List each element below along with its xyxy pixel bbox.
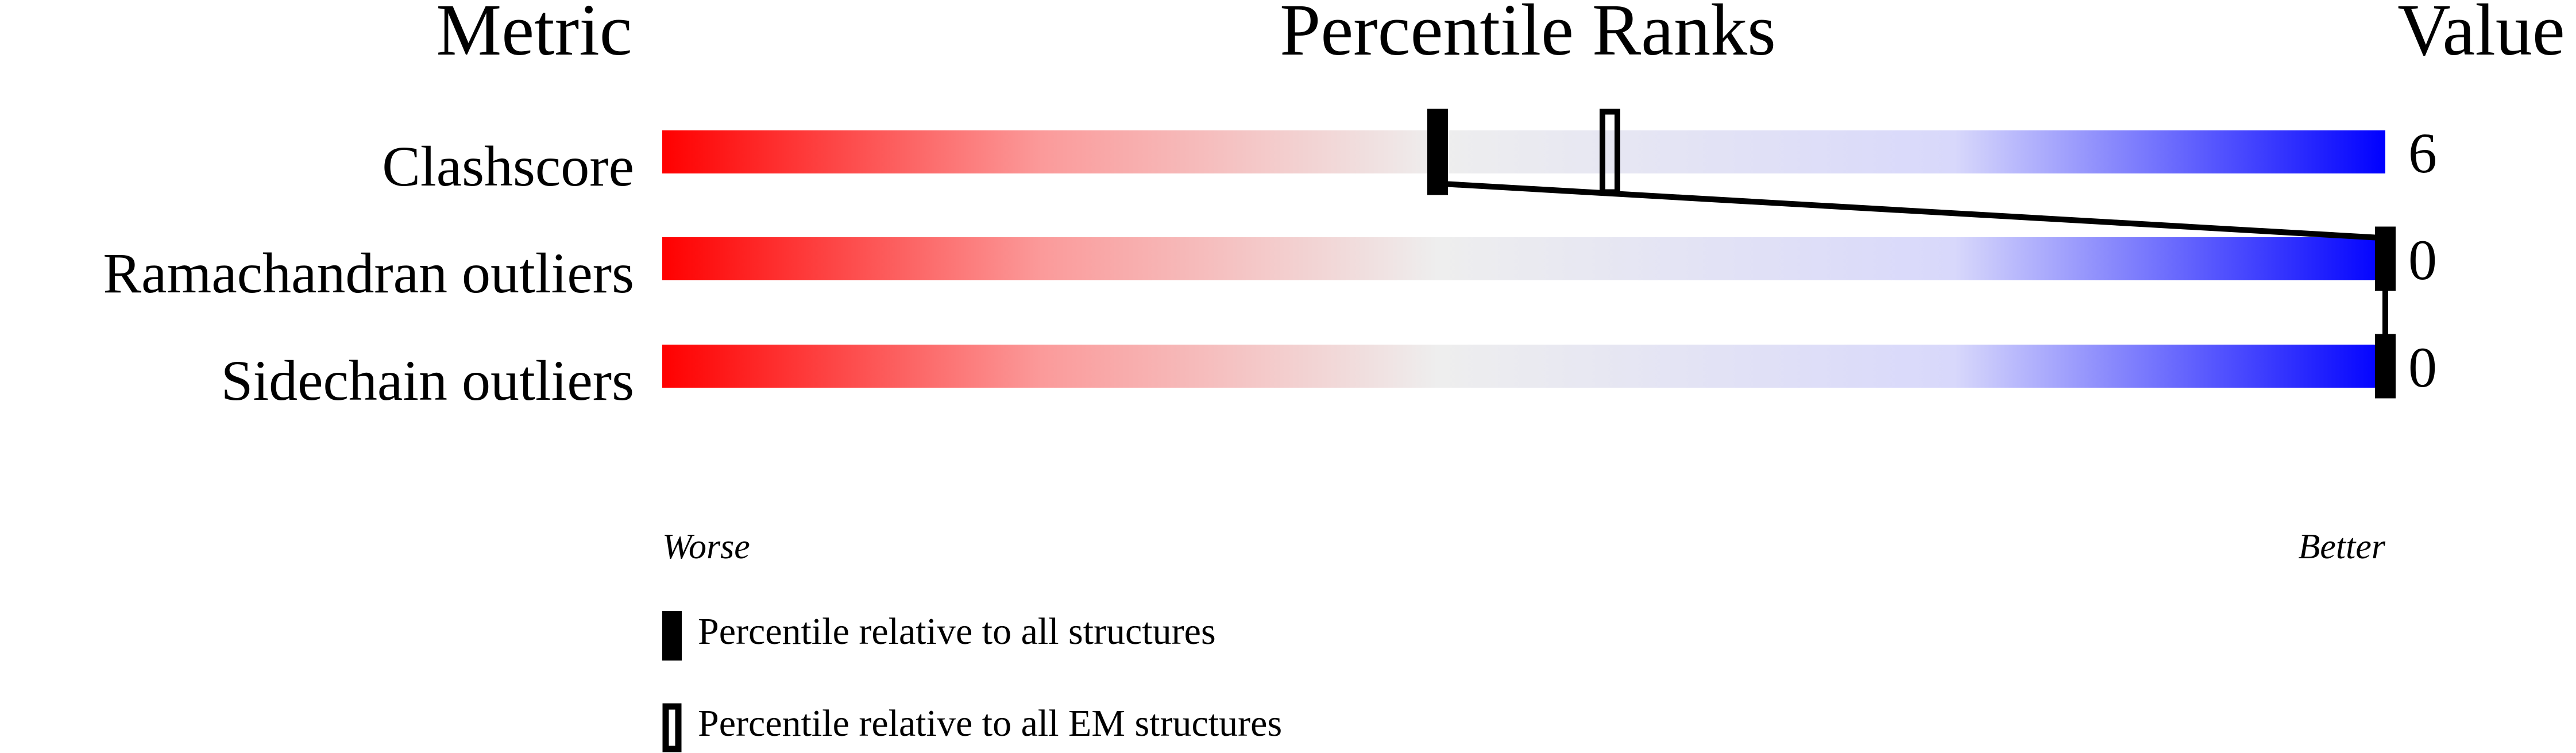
metric-value: 0 xyxy=(2408,335,2437,399)
percentile-marker-em xyxy=(1600,109,1620,195)
percentile-marker-all xyxy=(1427,109,1448,195)
connector-line xyxy=(1437,180,2386,241)
better-label: Better xyxy=(2299,527,2386,566)
legend-open-label: Percentile relative to all EM structures xyxy=(698,702,1282,744)
metric-label: Ramachandran outliers xyxy=(103,241,634,305)
percentile-marker-all xyxy=(2375,334,2396,399)
header-percentile: Percentile Ranks xyxy=(1280,0,1776,71)
metric-value: 0 xyxy=(2408,228,2437,292)
legend-open-marker xyxy=(662,703,682,752)
percentile-marker-all xyxy=(2375,226,2396,291)
header-value: Value xyxy=(2397,0,2565,71)
metric-label: Clashscore xyxy=(382,134,634,198)
metric-value: 6 xyxy=(2408,121,2437,185)
metric-label: Sidechain outliers xyxy=(221,349,634,412)
worse-label: Worse xyxy=(662,527,750,566)
legend-filled-label: Percentile relative to all structures xyxy=(698,611,1216,652)
percentile-bar xyxy=(662,130,2385,173)
percentile-bar xyxy=(662,345,2385,388)
legend-filled-marker xyxy=(662,611,682,661)
percentile-bar xyxy=(662,237,2385,280)
header-metric: Metric xyxy=(436,0,632,71)
